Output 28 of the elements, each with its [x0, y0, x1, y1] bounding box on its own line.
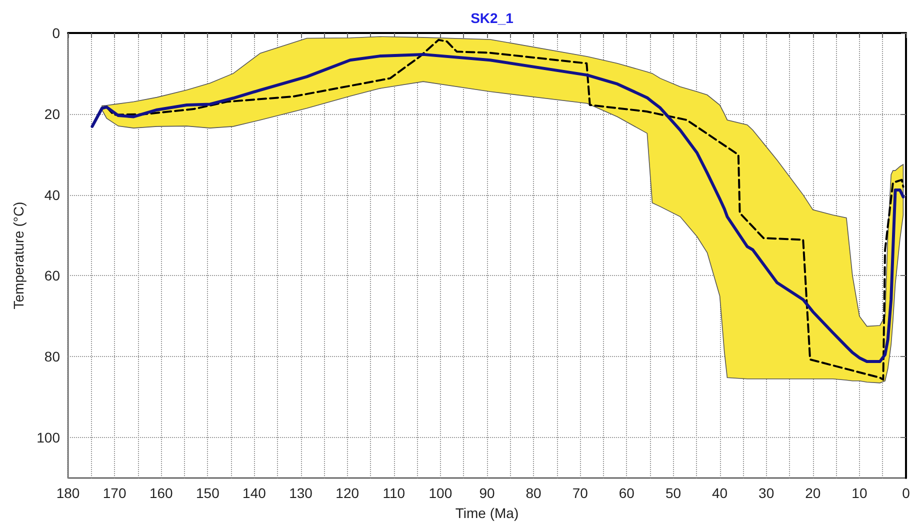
x-tick-label: 70: [572, 485, 588, 501]
x-tick-label: 10: [852, 485, 868, 501]
x-tick-label: 80: [526, 485, 542, 501]
y-tick-label: 20: [44, 106, 60, 122]
x-tick-label: 110: [382, 485, 406, 501]
x-tick-label: 20: [805, 485, 821, 501]
y-axis-title: Temperature (°C): [10, 202, 27, 310]
x-tick-label: 50: [665, 485, 682, 501]
x-tick-label: 160: [149, 485, 174, 501]
x-tick-label: 0: [902, 485, 910, 501]
y-tick-label: 40: [44, 186, 60, 203]
y-tick-label: 60: [44, 268, 60, 284]
x-tick-label: 60: [618, 485, 635, 501]
x-tick-label: 150: [196, 485, 220, 501]
x-axis-title: Time (Ma): [455, 505, 519, 521]
chart-title: SK2_1: [470, 10, 514, 26]
x-tick-label: 30: [758, 485, 774, 501]
y-tick-label: 0: [52, 25, 60, 41]
y-tick-label: 100: [36, 430, 60, 446]
x-tick-label: 120: [336, 485, 360, 501]
y-tick-label: 80: [44, 348, 60, 365]
x-tick-label: 180: [56, 485, 80, 501]
x-tick-label: 140: [242, 485, 266, 501]
x-tick-label: 130: [289, 485, 313, 501]
x-tick-label: 90: [479, 485, 495, 501]
x-tick-label: 170: [102, 485, 126, 501]
x-tick-label: 40: [712, 485, 728, 501]
x-tick-label: 100: [428, 485, 452, 501]
